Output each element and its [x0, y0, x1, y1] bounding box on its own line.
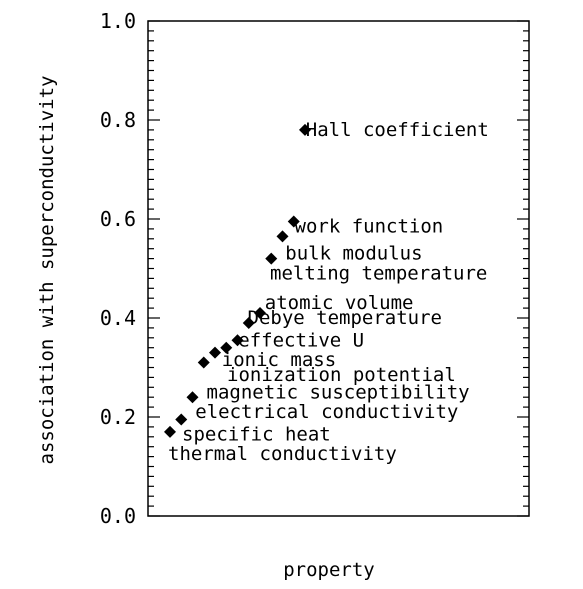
point-label-electrical-conductivity: electrical conductivity: [195, 401, 458, 423]
y-tick-label-1.0: 1.0: [100, 9, 136, 33]
point-melting-temperature: [254, 307, 266, 320]
point-thermal-conductivity: [299, 123, 311, 136]
y-tick-label-0.8: 0.8: [100, 108, 136, 132]
y-axis-tick-labels: 0.0 0.2 0.4 0.6 0.8 1.0: [100, 9, 136, 528]
point-label-ionic-mass: ionic mass: [222, 349, 336, 371]
y-axis-label: association with superconductivity: [36, 76, 58, 465]
y-tick-label-0.4: 0.4: [100, 306, 136, 330]
point-label-atomic-volume: atomic volume: [265, 292, 414, 314]
point-label-work-function: work function: [295, 215, 444, 237]
point-ionization-potential: [209, 346, 221, 359]
point-label-debye-temperature: Debye temperature: [248, 307, 442, 329]
point-label-magnetic-susceptibility: magnetic susceptibility: [207, 381, 470, 403]
point-label-ionization-potential: ionization potential: [227, 364, 456, 386]
point-hall-coefficient: [287, 215, 300, 228]
point-label-hall-coefficient: Hall coefficient: [306, 119, 489, 141]
point-effective-u: [220, 341, 233, 354]
y-tick-label-0.2: 0.2: [100, 405, 136, 429]
point-debye-temperature: [231, 334, 244, 347]
point-label-bulk-modulus: bulk modulus: [285, 243, 422, 265]
point-bulk-modulus: [265, 252, 278, 265]
point-magnetic-susceptibility: [186, 391, 199, 404]
x-axis-label: property: [283, 559, 375, 581]
point-specific-heat: [164, 425, 176, 438]
y-tick-label-0.6: 0.6: [100, 207, 136, 231]
point-ionic-mass: [197, 356, 210, 369]
y-axis-ticks: [148, 20, 529, 517]
point-work-function: [276, 230, 289, 243]
point-label-effective-u: effective U: [238, 329, 364, 351]
data-points: [164, 123, 311, 438]
point-electrical-conductivity: [175, 413, 188, 426]
point-label-thermal-conductivity: thermal conductivity: [168, 443, 397, 465]
point-label-specific-heat: specific heat: [182, 423, 331, 445]
point-label-melting-temperature: melting temperature: [270, 262, 487, 284]
point-atomic-volume: [242, 316, 255, 329]
y-tick-label-0.0: 0.0: [100, 504, 136, 528]
